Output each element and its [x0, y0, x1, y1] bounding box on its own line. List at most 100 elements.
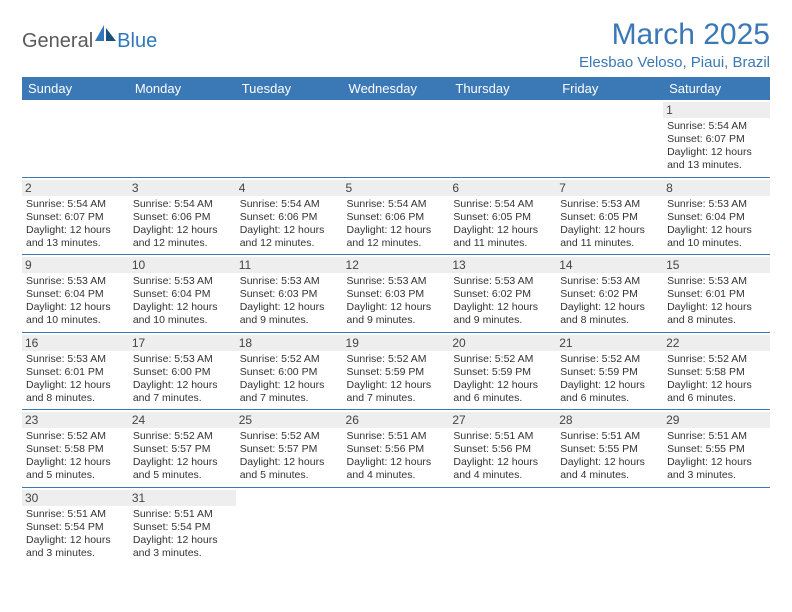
calendar-day-cell: 4Sunrise: 5:54 AMSunset: 6:06 PMDaylight…: [236, 177, 343, 255]
daylight-text: Daylight: 12 hours and 9 minutes.: [453, 301, 552, 327]
sunset-text: Sunset: 5:59 PM: [453, 366, 552, 379]
weekday-header: Friday: [556, 77, 663, 100]
sunrise-text: Sunrise: 5:53 AM: [560, 275, 659, 288]
day-number: 27: [449, 412, 556, 428]
calendar-day-cell: 31Sunrise: 5:51 AMSunset: 5:54 PMDayligh…: [129, 487, 236, 564]
sunset-text: Sunset: 5:55 PM: [667, 443, 766, 456]
daylight-text: Daylight: 12 hours and 4 minutes.: [453, 456, 552, 482]
day-info: Sunrise: 5:52 AMSunset: 5:59 PMDaylight:…: [347, 353, 446, 406]
calendar-day-cell: 11Sunrise: 5:53 AMSunset: 6:03 PMDayligh…: [236, 255, 343, 333]
calendar-day-cell: 12Sunrise: 5:53 AMSunset: 6:03 PMDayligh…: [343, 255, 450, 333]
day-number: 4: [236, 180, 343, 196]
day-info: Sunrise: 5:54 AMSunset: 6:06 PMDaylight:…: [133, 198, 232, 251]
day-info: Sunrise: 5:53 AMSunset: 6:05 PMDaylight:…: [560, 198, 659, 251]
calendar-day-cell: [449, 487, 556, 564]
weekday-header: Wednesday: [343, 77, 450, 100]
sunrise-text: Sunrise: 5:51 AM: [26, 508, 125, 521]
sunset-text: Sunset: 6:01 PM: [667, 288, 766, 301]
calendar-day-cell: 24 Sunrise: 5:52 AMSunset: 5:57 PMDayligh…: [129, 410, 236, 488]
sunset-text: Sunset: 6:06 PM: [347, 211, 446, 224]
sunrise-text: Sunrise: 5:51 AM: [560, 430, 659, 443]
calendar-week-row: 1Sunrise: 5:54 AMSunset: 6:07 PMDaylight…: [22, 100, 770, 177]
calendar-day-cell: 10Sunrise: 5:53 AMSunset: 6:04 PMDayligh…: [129, 255, 236, 333]
day-info: Sunrise: 5:51 AMSunset: 5:56 PMDaylight:…: [347, 430, 446, 483]
calendar-day-cell: 16Sunrise: 5:53 AMSunset: 6:01 PMDayligh…: [22, 332, 129, 410]
calendar-day-cell: [22, 100, 129, 177]
daylight-text: Daylight: 12 hours and 13 minutes.: [667, 146, 766, 172]
weekday-header: Sunday: [22, 77, 129, 100]
daylight-text: Daylight: 12 hours and 11 minutes.: [453, 224, 552, 250]
sunset-text: Sunset: 6:05 PM: [453, 211, 552, 224]
daylight-text: Daylight: 12 hours and 9 minutes.: [240, 301, 339, 327]
sunset-text: Sunset: 6:06 PM: [240, 211, 339, 224]
day-number: 19: [343, 335, 450, 351]
sunset-text: Sunset: 5:58 PM: [26, 443, 125, 456]
calendar-day-cell: 2Sunrise: 5:54 AMSunset: 6:07 PMDaylight…: [22, 177, 129, 255]
weekday-header: Monday: [129, 77, 236, 100]
day-info: Sunrise: 5:53 AMSunset: 6:01 PMDaylight:…: [26, 353, 125, 406]
daylight-text: Daylight: 12 hours and 10 minutes.: [26, 301, 125, 327]
sunrise-text: Sunrise: 5:52 AM: [133, 430, 232, 443]
calendar-day-cell: 23Sunrise: 5:52 AMSunset: 5:58 PMDayligh…: [22, 410, 129, 488]
daylight-text: Daylight: 12 hours and 11 minutes.: [560, 224, 659, 250]
day-info: Sunrise: 5:51 AMSunset: 5:56 PMDaylight:…: [453, 430, 552, 483]
day-number: 13: [449, 257, 556, 273]
weekday-header: Thursday: [449, 77, 556, 100]
sunrise-text: Sunrise: 5:53 AM: [26, 353, 125, 366]
calendar-day-cell: 3Sunrise: 5:54 AMSunset: 6:06 PMDaylight…: [129, 177, 236, 255]
calendar-day-cell: [663, 487, 770, 564]
sunset-text: Sunset: 6:07 PM: [667, 133, 766, 146]
day-number: 9: [22, 257, 129, 273]
daylight-text: Daylight: 12 hours and 4 minutes.: [347, 456, 446, 482]
day-number: 29: [663, 412, 770, 428]
day-number: 15: [663, 257, 770, 273]
weekday-header-row: Sunday Monday Tuesday Wednesday Thursday…: [22, 77, 770, 100]
day-info: Sunrise: 5:51 AMSunset: 5:54 PMDaylight:…: [26, 508, 125, 561]
day-info: Sunrise: 5:52 AMSunset: 5:59 PMDaylight:…: [453, 353, 552, 406]
sunrise-text: Sunrise: 5:52 AM: [347, 353, 446, 366]
daylight-text: Daylight: 12 hours and 12 minutes.: [347, 224, 446, 250]
day-info: Sunrise: 5:52 AMSunset: 5:57 PMDaylight:…: [133, 430, 232, 483]
calendar-day-cell: 25Sunrise: 5:52 AMSunset: 5:57 PMDayligh…: [236, 410, 343, 488]
calendar-day-cell: [449, 100, 556, 177]
day-number: 7: [556, 180, 663, 196]
logo-text-general: General: [22, 30, 93, 53]
day-number: 2: [22, 180, 129, 196]
calendar-day-cell: 17Sunrise: 5:53 AMSunset: 6:00 PMDayligh…: [129, 332, 236, 410]
day-number: 6: [449, 180, 556, 196]
calendar-day-cell: [343, 100, 450, 177]
calendar-day-cell: [556, 100, 663, 177]
sunrise-text: Sunrise: 5:52 AM: [560, 353, 659, 366]
daylight-text: Daylight: 12 hours and 8 minutes.: [26, 379, 125, 405]
day-number: 28: [556, 412, 663, 428]
sunrise-text: Sunrise: 5:52 AM: [240, 353, 339, 366]
calendar-day-cell: 22Sunrise: 5:52 AMSunset: 5:58 PMDayligh…: [663, 332, 770, 410]
sunset-text: Sunset: 6:04 PM: [26, 288, 125, 301]
calendar-day-cell: [236, 487, 343, 564]
day-number: 18: [236, 335, 343, 351]
daylight-text: Daylight: 12 hours and 6 minutes.: [453, 379, 552, 405]
sunrise-text: Sunrise: 5:52 AM: [240, 430, 339, 443]
month-title: March 2025: [579, 18, 770, 52]
title-block: March 2025 Elesbao Veloso, Piaui, Brazil: [579, 18, 770, 71]
sunrise-text: Sunrise: 5:54 AM: [240, 198, 339, 211]
sunset-text: Sunset: 6:06 PM: [133, 211, 232, 224]
calendar-day-cell: [343, 487, 450, 564]
day-number: 24: [129, 412, 236, 428]
sunset-text: Sunset: 5:58 PM: [667, 366, 766, 379]
sunset-text: Sunset: 5:54 PM: [26, 521, 125, 534]
sunset-text: Sunset: 5:56 PM: [347, 443, 446, 456]
sunrise-text: Sunrise: 5:51 AM: [133, 508, 232, 521]
day-info: Sunrise: 5:51 AMSunset: 5:55 PMDaylight:…: [560, 430, 659, 483]
sunrise-text: Sunrise: 5:52 AM: [453, 353, 552, 366]
calendar-week-row: 2 Sunrise: 5:54 AM Sunset: 6:07 PM Daylight…: [22, 177, 770, 255]
sunrise-text: Sunrise: 5:51 AM: [453, 430, 552, 443]
sunrise-text: Sunrise: 5:53 AM: [133, 353, 232, 366]
calendar-day-cell: [236, 100, 343, 177]
day-info: Sunrise: 5:53 AMSunset: 6:01 PMDaylight:…: [667, 275, 766, 328]
daylight-text: Daylight: 12 hours and 10 minutes.: [133, 301, 232, 327]
sunset-text: Sunset: 6:07 PM: [26, 211, 125, 224]
day-number: 12: [343, 257, 450, 273]
day-info: Sunrise: 5:53 AMSunset: 6:04 PMDaylight:…: [133, 275, 232, 328]
sunset-text: Sunset: 6:03 PM: [347, 288, 446, 301]
